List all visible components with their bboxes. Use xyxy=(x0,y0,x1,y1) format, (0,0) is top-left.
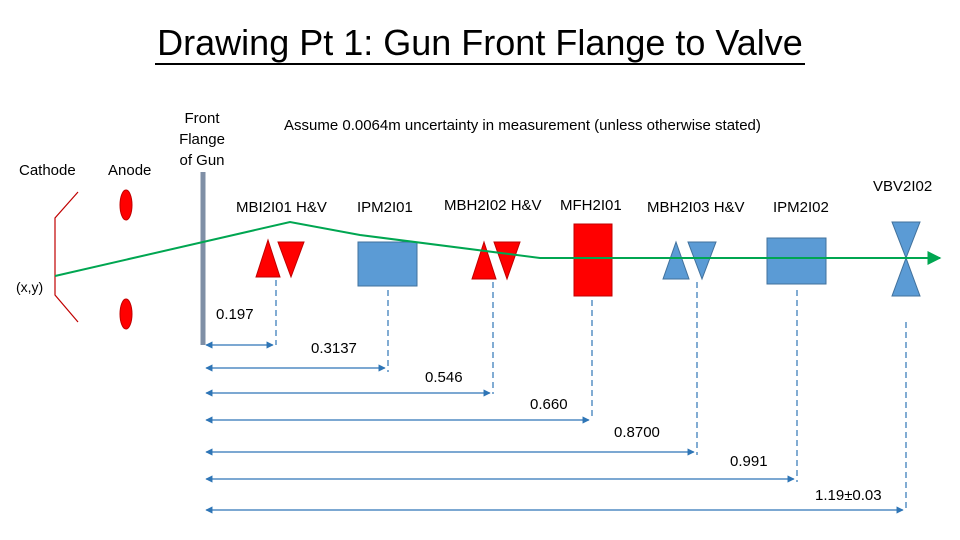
anode-label: Anode xyxy=(108,162,152,179)
page-title: Drawing Pt 1: Gun Front Flange to Valve xyxy=(155,22,805,65)
ipm2i01-monitor xyxy=(357,241,418,287)
dimension-arrows xyxy=(205,341,904,514)
distance-label-1: 0.197 xyxy=(216,306,254,323)
mbh2i03-magnet xyxy=(662,240,717,281)
distance-label-6: 0.991 xyxy=(730,453,768,470)
component-label-ipm2i02: IPM2I02 xyxy=(773,199,829,216)
distance-label-4: 0.660 xyxy=(530,396,568,413)
anode-top xyxy=(119,189,133,221)
vbv2i02-valve xyxy=(891,221,921,297)
front-flange-label: Front Flange of Gun xyxy=(179,110,225,169)
mbh2i02-magnet xyxy=(471,240,521,281)
cathode-label: Cathode xyxy=(19,162,76,179)
beam-path xyxy=(54,220,942,277)
component-label-ipm2i01: IPM2I01 xyxy=(357,199,413,216)
component-label-mfh2i01: MFH2I01 xyxy=(560,197,622,214)
distance-label-7: 1.19±0.03 xyxy=(815,487,882,504)
component-label-mbh2i02: MBH2I02 H&V xyxy=(444,197,542,214)
dimension-guides xyxy=(275,280,907,510)
xy-label: (x,y) xyxy=(16,279,44,295)
mbi2i01-magnet xyxy=(255,238,305,279)
distance-label-2: 0.3137 xyxy=(311,340,357,357)
cathode xyxy=(54,191,79,323)
mfh2i01-solenoid xyxy=(573,223,613,297)
distance-label-3: 0.546 xyxy=(425,369,463,386)
uncertainty-note: Assume 0.0064m uncertainty in measuremen… xyxy=(284,117,761,134)
component-label-mbh2i03: MBH2I03 H&V xyxy=(647,199,745,216)
component-label-vbv2i02: VBV2I02 xyxy=(873,178,933,195)
distance-label-5: 0.8700 xyxy=(614,424,660,441)
ipm2i02-monitor xyxy=(766,237,827,285)
anode-bottom xyxy=(119,298,133,330)
component-label-mbi2i01: MBI2I01 H&V xyxy=(236,199,327,216)
